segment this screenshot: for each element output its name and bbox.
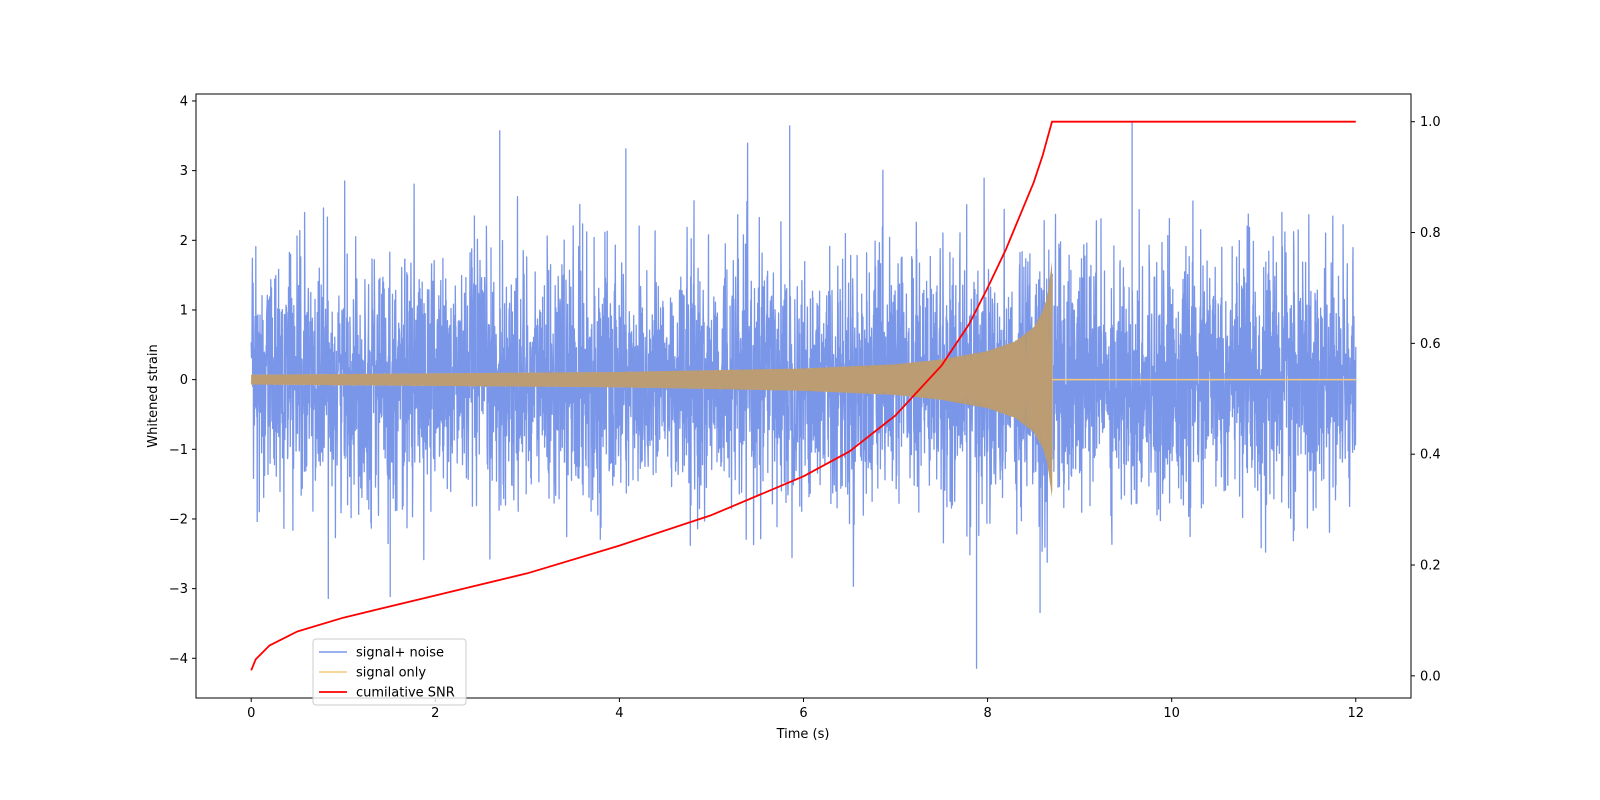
series-cumulative-snr-line (250, 120, 1356, 671)
legend-label: signal only (356, 666, 426, 681)
legend-label: cumilative SNR (356, 686, 455, 701)
y2-tick-label: 1.0 (1420, 115, 1441, 130)
y-tick-label: 0 (180, 373, 188, 388)
y-tick-label: 4 (180, 94, 188, 109)
x-axis-label: Time (s) (776, 727, 830, 742)
y-axis-right: 0.0 0.2 0.4 0.6 0.8 1.0 (1411, 115, 1441, 684)
x-axis: 0 2 4 6 8 10 12 (247, 698, 1364, 721)
y2-tick-label: 0.0 (1420, 669, 1441, 684)
legend-label: signal+ noise (356, 646, 444, 661)
x-tick-label: 4 (615, 706, 623, 721)
y-tick-label: −1 (169, 443, 188, 458)
series-signal-plus-noise-line (250, 142, 1357, 600)
legend-box (312, 638, 467, 706)
x-tick-label: 8 (983, 706, 991, 721)
x-tick-label: 6 (799, 706, 807, 721)
y-tick-label: −4 (169, 652, 188, 667)
x-tick-label: 0 (247, 706, 255, 721)
x-tick-label: 10 (1163, 706, 1180, 721)
series-layer (250, 120, 1357, 671)
signal-only-band (251, 261, 1052, 499)
y2-tick-label: 0.4 (1420, 448, 1441, 463)
y2-tick-label: 0.2 (1420, 559, 1441, 574)
y-tick-label: −3 (169, 582, 188, 597)
y-axis-label: Whitened strain (146, 344, 161, 447)
y-tick-label: 1 (180, 303, 188, 318)
y-tick-label: 2 (180, 234, 188, 249)
y2-tick-label: 0.8 (1420, 226, 1441, 241)
x-tick-label: 2 (431, 706, 439, 721)
y-axis-left: −4 −3 −2 −1 0 1 2 3 4 (169, 94, 196, 667)
y2-tick-label: 0.6 (1420, 337, 1441, 352)
legend: signal+ noise signal only cumilative SNR (312, 638, 467, 706)
y-tick-label: −2 (169, 512, 188, 527)
x-tick-label: 12 (1347, 706, 1364, 721)
y-tick-label: 3 (180, 164, 188, 179)
